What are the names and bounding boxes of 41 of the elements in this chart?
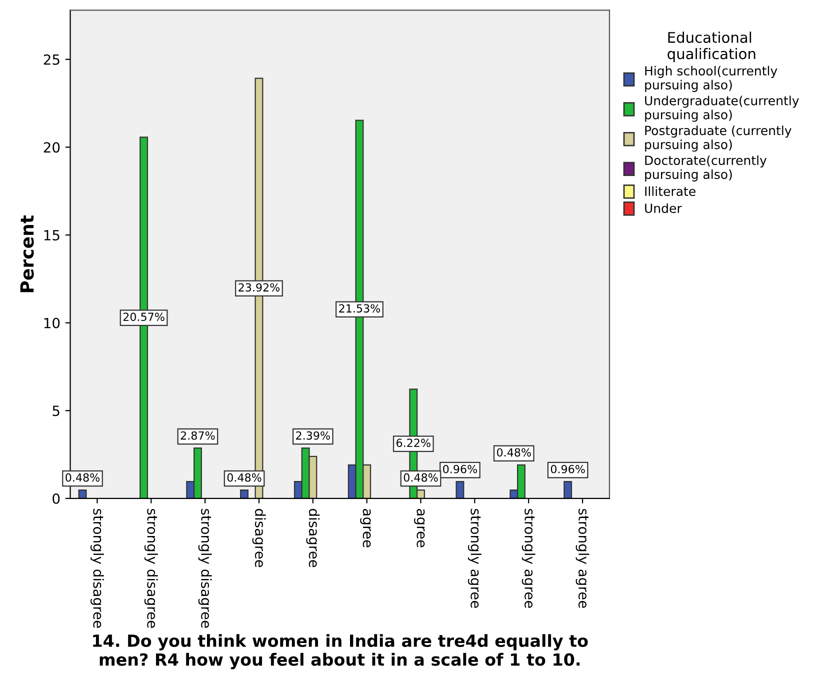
data-label: 0.96% xyxy=(443,464,478,474)
bar xyxy=(78,489,87,498)
x-tick-label: disagree xyxy=(306,508,320,568)
y-tick-label: 20 xyxy=(44,142,60,153)
data-label: 0.96% xyxy=(550,464,585,474)
data-label: 2.39% xyxy=(296,431,330,440)
legend-label: High school(currently pursuing also) xyxy=(645,66,778,92)
bar xyxy=(456,481,464,498)
bar xyxy=(240,489,249,498)
data-label: 23.92% xyxy=(238,283,280,292)
bar xyxy=(564,481,572,498)
legend-label: Postgraduate (currently pursuing also) xyxy=(645,126,792,152)
data-label: 0.48% xyxy=(66,473,100,482)
y-axis-title: Percent xyxy=(20,215,34,292)
y-tick-label: 10 xyxy=(44,318,60,328)
legend-label: Undergraduate(currently pursuing also) xyxy=(645,96,799,122)
data-label: 0.48% xyxy=(227,473,262,482)
x-axis-title: 14. Do you think women in India are tre4d equally to men? R4 how you feel about it in a scale of 1 to 10. xyxy=(93,634,588,670)
y-tick-label: 5 xyxy=(52,406,60,416)
y-tick-label: 15 xyxy=(44,230,60,240)
legend-label: Under xyxy=(645,203,682,213)
data-label: 2.87% xyxy=(180,431,215,440)
x-tick-label: agree xyxy=(360,508,371,548)
legend-label: Doctorate(currently pursuing also) xyxy=(645,155,767,182)
data-label: 21.53% xyxy=(339,304,380,313)
y-tick-label: 25 xyxy=(44,54,60,65)
x-tick-label: strongly agree xyxy=(522,508,536,608)
y-tick-label: 0 xyxy=(52,493,60,504)
data-label: 0.48% xyxy=(496,448,531,457)
data-label: 6.22% xyxy=(396,438,430,448)
x-tick-label: strongly disagree xyxy=(90,508,104,628)
legend-title: Educational qualification xyxy=(668,32,756,62)
x-tick-label: disagree xyxy=(252,508,266,568)
x-tick-label: strongly disagree xyxy=(198,508,212,628)
x-tick-label: strongly agree xyxy=(468,508,482,608)
legend-label: Illiterate xyxy=(645,186,696,196)
data-label: 20.57% xyxy=(123,312,164,322)
x-tick-label: strongly agree xyxy=(576,508,590,608)
data-label: 0.48% xyxy=(404,473,438,482)
x-tick-label: strongly disagree xyxy=(144,508,158,628)
x-tick-label: agree xyxy=(414,508,425,548)
